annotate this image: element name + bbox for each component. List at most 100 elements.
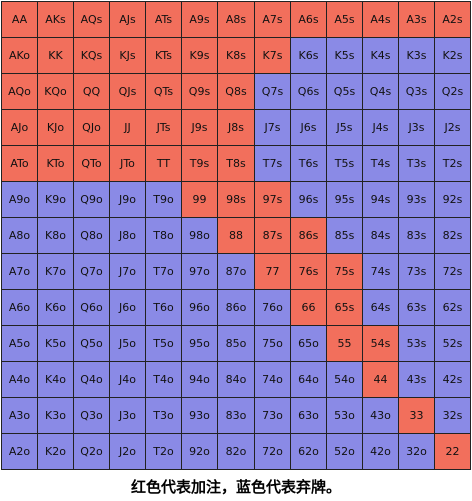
hand-cell: 75o [255,326,291,362]
hand-cell: 44 [363,362,399,398]
hand-cell: A2s [435,2,471,38]
hand-cell: AKs [38,2,74,38]
hand-cell: T4o [146,362,182,398]
hand-cell: JJ [110,110,146,146]
hand-cell: A3o [2,398,38,434]
hand-cell: 98o [182,218,218,254]
hand-cell: T3s [399,146,435,182]
hand-cell: J7o [110,254,146,290]
hand-cell: 62o [291,434,327,470]
hand-cell: J9s [182,110,218,146]
hand-cell: K5s [327,38,363,74]
hand-cell: 93o [182,398,218,434]
hand-cell: 87s [255,218,291,254]
hand-cell: Q9o [74,182,110,218]
hand-cell: 53s [399,326,435,362]
hand-cell: J5s [327,110,363,146]
hand-cell: K4o [38,362,74,398]
hand-cell: 75s [327,254,363,290]
hand-range-grid: AA AKs AQs AJs ATs A9s A8s A7s A6s A5s A4s A3s A2s AK… [1,1,471,470]
hand-cell: T8o [146,218,182,254]
hand-cell: KJo [38,110,74,146]
hand-cell: 65o [291,326,327,362]
hand-cell: A4o [2,362,38,398]
hand-cell: QQ [74,74,110,110]
hand-cell: 76s [291,254,327,290]
hand-cell: 94s [363,182,399,218]
hand-cell: J7s [255,110,291,146]
hand-cell: 84o [218,362,255,398]
hand-cell: 95s [327,182,363,218]
hand-cell: A8s [218,2,255,38]
hand-cell: 74s [363,254,399,290]
hand-cell: Q7o [74,254,110,290]
hand-cell: 95o [182,326,218,362]
hand-cell: Q5o [74,326,110,362]
hand-cell: J2o [110,434,146,470]
hand-cell: 63s [399,290,435,326]
hand-cell: J4o [110,362,146,398]
hand-cell: 43o [363,398,399,434]
hand-cell: Q3o [74,398,110,434]
hand-cell: KJs [110,38,146,74]
hand-cell: Q2o [74,434,110,470]
hand-cell: K4s [363,38,399,74]
hand-cell: T3o [146,398,182,434]
hand-cell: 32s [435,398,471,434]
hand-cell: Q6s [291,74,327,110]
hand-cell: QTs [146,74,182,110]
hand-cell: J3s [399,110,435,146]
hand-cell: ATs [146,2,182,38]
hand-cell: 94o [182,362,218,398]
hand-cell: KQo [38,74,74,110]
hand-cell: AJo [2,110,38,146]
hand-cell: 22 [435,434,471,470]
hand-cell: 92s [435,182,471,218]
hand-cell: J6s [291,110,327,146]
hand-cell: J8s [218,110,255,146]
hand-cell: AA [2,2,38,38]
hand-cell: 82o [218,434,255,470]
hand-cell: AQs [74,2,110,38]
hand-cell: 43s [399,362,435,398]
hand-cell: 97o [182,254,218,290]
hand-cell: 62s [435,290,471,326]
hand-cell: 92o [182,434,218,470]
hand-cell: 52s [435,326,471,362]
hand-cell: QJo [74,110,110,146]
hand-cell: T5o [146,326,182,362]
hand-cell: Q5s [327,74,363,110]
hand-cell: J9o [110,182,146,218]
hand-cell: 33 [399,398,435,434]
hand-cell: 84s [363,218,399,254]
hand-cell: A6s [291,2,327,38]
hand-cell: Q3s [399,74,435,110]
hand-cell: T9o [146,182,182,218]
hand-cell: T6o [146,290,182,326]
legend-caption: 红色代表加注，蓝色代表弃牌。 [130,477,341,496]
hand-cell: A6o [2,290,38,326]
hand-cell: Q9s [182,74,218,110]
hand-cell: Q4s [363,74,399,110]
hand-cell: A9s [182,2,218,38]
hand-cell: T6s [291,146,327,182]
hand-cell: Q7s [255,74,291,110]
hand-cell: 73s [399,254,435,290]
hand-cell: QTo [74,146,110,182]
hand-cell: A4s [363,2,399,38]
hand-cell: 77 [255,254,291,290]
hand-cell: 52o [327,434,363,470]
hand-cell: 96o [182,290,218,326]
hand-cell: Q4o [74,362,110,398]
hand-cell: 72o [255,434,291,470]
hand-cell: JTs [146,110,182,146]
hand-cell: K7o [38,254,74,290]
hand-cell: 85o [218,326,255,362]
hand-cell: Q6o [74,290,110,326]
hand-cell: ATo [2,146,38,182]
hand-cell: T9s [182,146,218,182]
hand-cell: J2s [435,110,471,146]
hand-cell: AJs [110,2,146,38]
hand-cell: T7o [146,254,182,290]
hand-cell: KQs [74,38,110,74]
